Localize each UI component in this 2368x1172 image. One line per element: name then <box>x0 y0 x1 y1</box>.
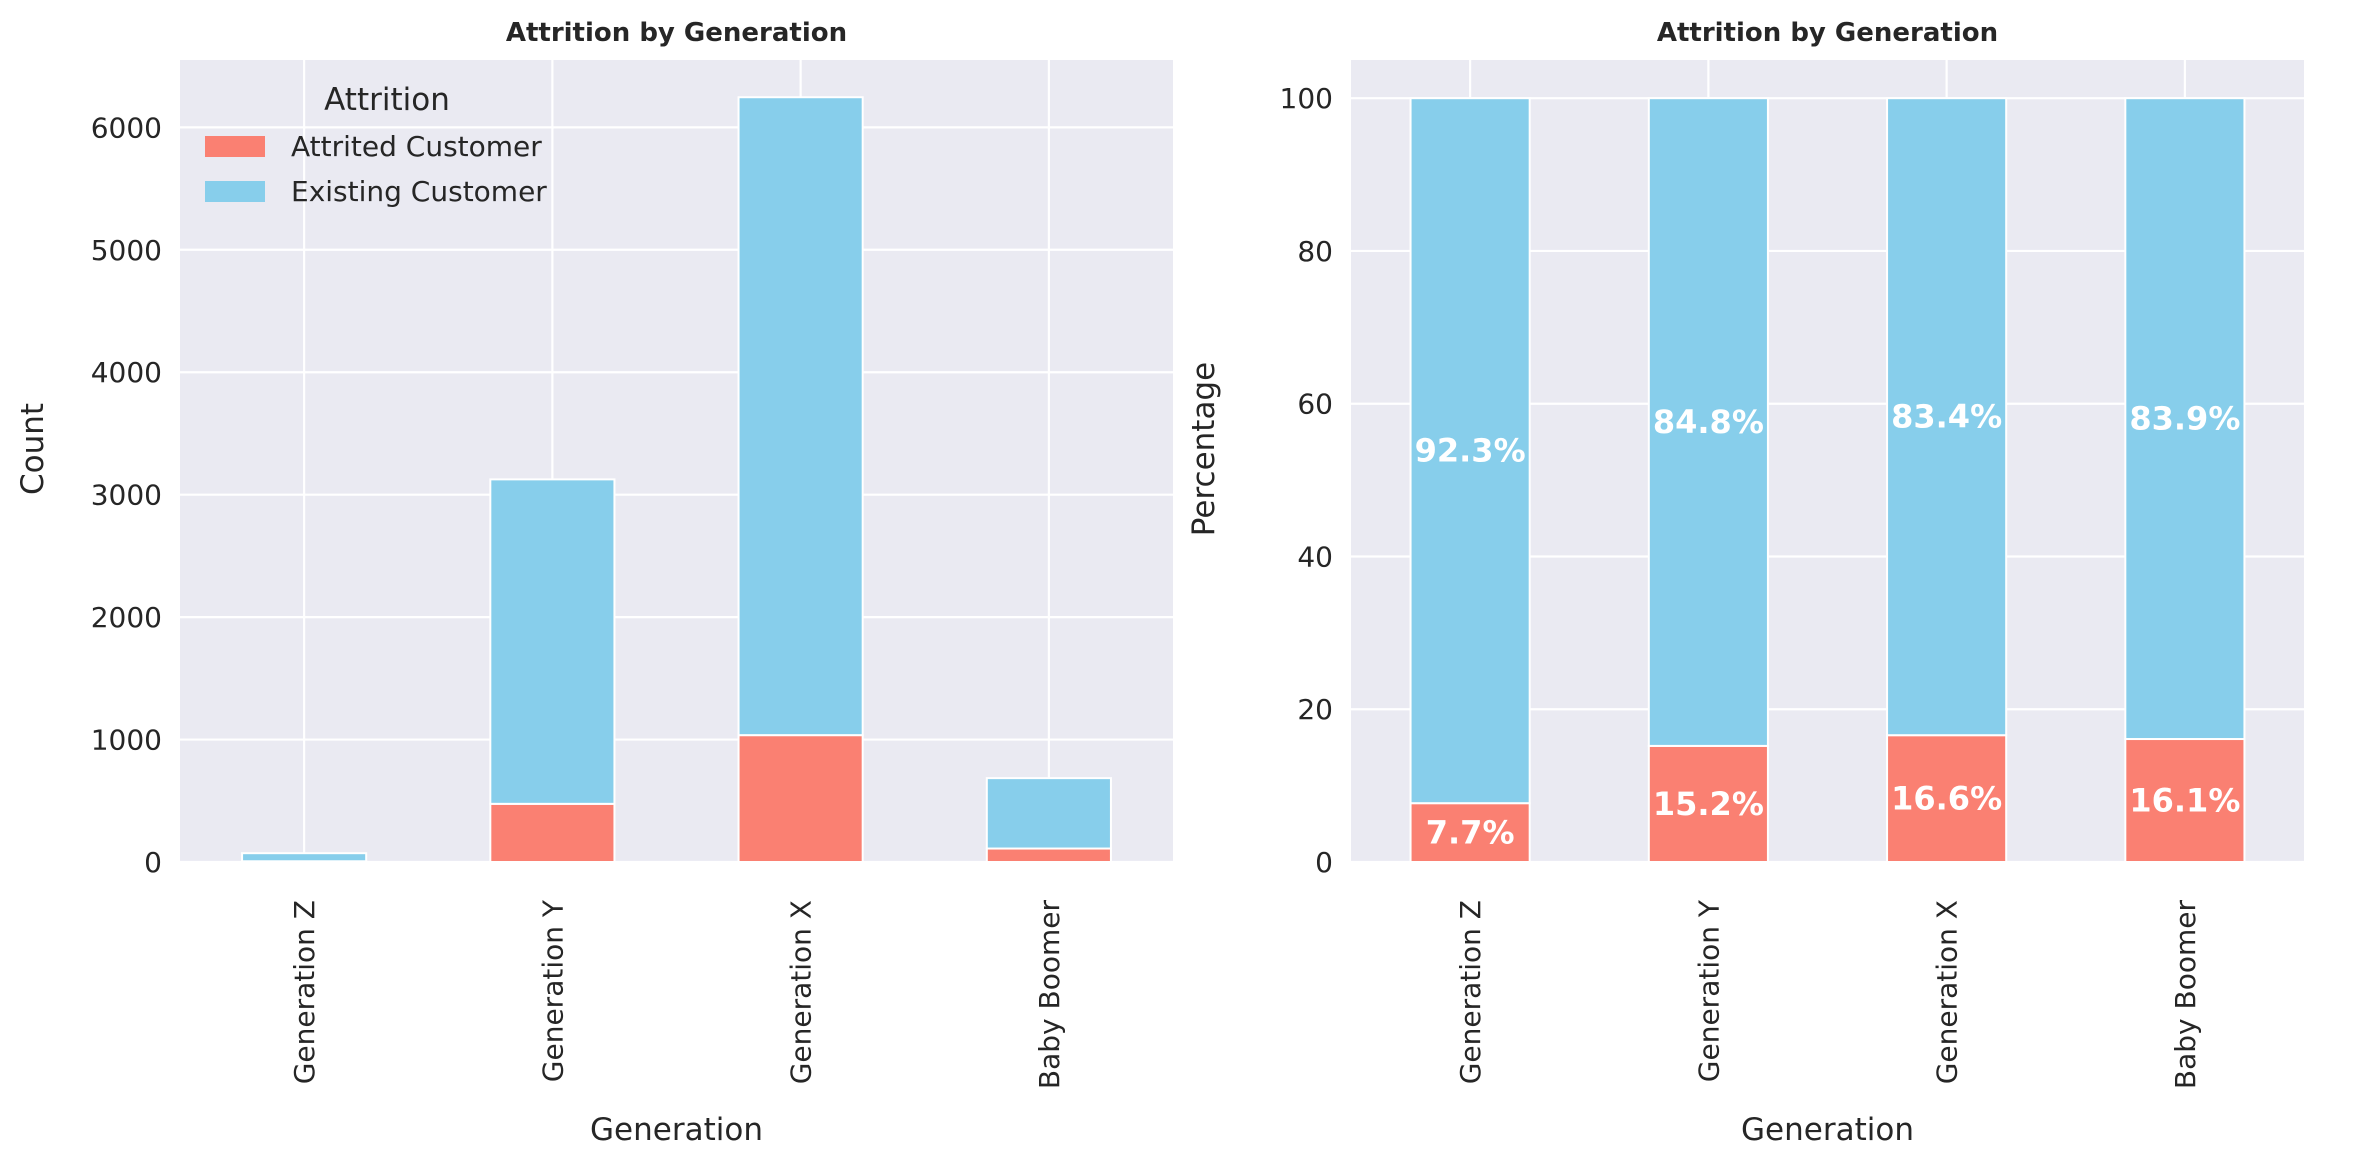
legend: Attrition Attrited Customer Existing Custo… <box>205 82 547 208</box>
legend-swatch-existing-customer <box>205 181 265 202</box>
x-tick-label: Generation X <box>1931 900 1964 1084</box>
x-tick-label: Generation Y <box>1692 899 1725 1082</box>
y-tick-label: 5000 <box>91 234 162 267</box>
bar-generation-y-existing-customer <box>1647 97 1769 747</box>
data-label: 92.3% <box>1415 432 1526 470</box>
y-axis-label: Count <box>15 403 51 495</box>
data-label: 16.1% <box>2129 782 2240 820</box>
data-label: 7.7% <box>1426 814 1515 852</box>
bar-baby-boomer-existing-customer <box>2124 97 2246 741</box>
y-tick-label: 100 <box>1280 82 1333 115</box>
bar-generation-y-attrited-customer <box>489 802 616 864</box>
y-tick-label: 1000 <box>91 724 162 757</box>
percentage-chart-panel: 7.7% 92.3% 15.2% 84.8% 16.6% 83.4% 16.1% 83.9% 0… <box>1186 18 2304 1148</box>
legend-label-existing-customer: Existing Customer <box>291 175 547 208</box>
y-tick-label: 6000 <box>91 111 162 144</box>
x-tick-label: Generation Y <box>536 899 569 1082</box>
y-tick-label: 80 <box>1297 235 1333 268</box>
bar-generation-x-existing-customer <box>737 96 864 737</box>
x-axis-label: Generation <box>1741 1112 1914 1148</box>
legend-title: Attrition <box>324 82 450 118</box>
bar-generation-x-existing-customer <box>1886 97 2008 737</box>
y-tick-label: 0 <box>1315 846 1333 879</box>
bar-generation-x-attrited-customer <box>1886 734 2008 864</box>
y-tick-label: 20 <box>1297 693 1333 726</box>
chart-title: Attrition by Generation <box>1657 18 1998 48</box>
bar-generation-x-attrited-customer <box>737 734 864 863</box>
y-tick-label: 2000 <box>91 601 162 634</box>
data-label: 15.2% <box>1653 785 1764 823</box>
x-tick-label: Generation Z <box>288 900 321 1084</box>
x-tick-label: Generation Z <box>1454 900 1487 1084</box>
bar-baby-boomer-existing-customer <box>985 777 1112 850</box>
y-tick-label: 3000 <box>91 479 162 512</box>
legend-swatch-attrited-customer <box>205 136 265 157</box>
x-tick-label: Baby Boomer <box>2169 900 2202 1090</box>
legend-label-attrited-customer: Attrited Customer <box>291 130 542 163</box>
data-label: 84.8% <box>1653 403 1764 441</box>
bar-baby-boomer-attrited-customer <box>985 847 1112 864</box>
y-tick-label: 0 <box>144 846 162 879</box>
y-tick-label: 40 <box>1297 540 1333 573</box>
count-chart-panel: 0 1000 2000 3000 4000 5000 6000 Generation Z Gen… <box>15 18 1173 1148</box>
plot-area <box>180 60 1173 862</box>
y-tick-label: 60 <box>1297 388 1333 421</box>
x-axis-label: Generation <box>590 1112 763 1148</box>
bar-generation-y-existing-customer <box>489 478 616 805</box>
y-tick-label: 4000 <box>91 356 162 389</box>
y-axis-label: Percentage <box>1186 362 1222 536</box>
data-label: 83.9% <box>2129 400 2240 438</box>
bar-generation-z-existing-customer <box>241 852 368 863</box>
bar-generation-z-existing-customer <box>1409 97 1531 805</box>
x-tick-label: Generation X <box>785 900 818 1084</box>
bar-baby-boomer-attrited-customer <box>2124 738 2246 864</box>
x-tick-label: Baby Boomer <box>1033 900 1066 1090</box>
bar-generation-y-attrited-customer <box>1647 744 1769 863</box>
data-label: 83.4% <box>1891 398 2002 436</box>
data-label: 16.6% <box>1891 780 2002 818</box>
chart-title: Attrition by Generation <box>506 18 847 48</box>
